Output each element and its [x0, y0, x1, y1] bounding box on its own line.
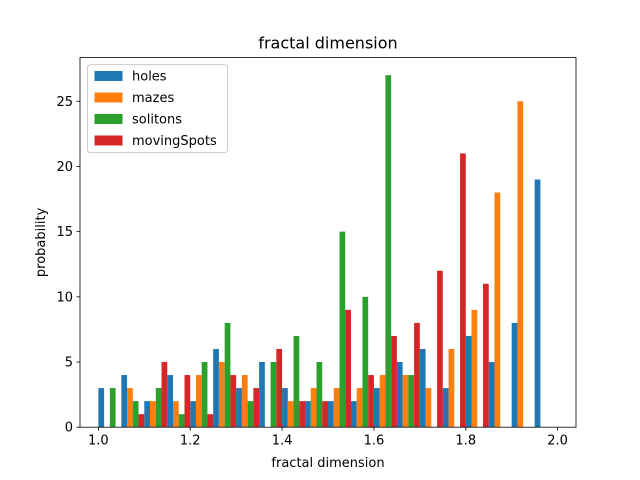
legend-swatch-holes — [94, 71, 123, 81]
bar-solitons-9 — [316, 362, 323, 428]
bar-movingSpots-4 — [230, 375, 237, 428]
bar-movingSpots-7 — [299, 401, 306, 428]
legend-label-holes: holes — [132, 70, 167, 85]
bar-holes-2 — [144, 401, 151, 428]
bar-holes-1 — [121, 375, 128, 428]
legend-label-mazes: mazes — [132, 91, 174, 106]
bar-holes-17 — [488, 362, 495, 428]
bar-movingSpots-6 — [276, 348, 283, 428]
bar-mazes-2 — [173, 401, 179, 428]
y-axis-ticks: 0 5 10 15 20 25 — [56, 95, 80, 436]
legend-box — [87, 64, 228, 154]
bar-holes-6 — [236, 388, 242, 428]
legend-swatch-mazes — [94, 92, 123, 103]
bar-mazes-6 — [287, 401, 294, 428]
bar-movingSpots-15 — [483, 283, 489, 428]
bar-solitons-0 — [109, 388, 116, 428]
bar-mazes-11 — [402, 375, 409, 428]
bar-holes-4 — [190, 401, 196, 428]
bar-mazes-1 — [150, 401, 156, 428]
bar-solitons-5 — [224, 322, 231, 428]
bar-solitons-7 — [270, 362, 277, 428]
bar-mazes-8 — [333, 388, 340, 428]
bar-movingSpots-12 — [414, 322, 420, 428]
bar-solitons-11 — [362, 296, 369, 428]
bar-solitons-10 — [339, 231, 346, 428]
bar-holes-10 — [328, 401, 334, 428]
bar-holes-9 — [305, 401, 311, 428]
chart-title: fractal dimension — [258, 34, 397, 53]
bar-solitons-4 — [201, 362, 208, 428]
bar-movingSpots-2 — [184, 375, 191, 428]
bar-holes-0 — [98, 388, 105, 428]
x-tick-label: 2.0 — [547, 434, 568, 449]
bar-mazes-14 — [471, 309, 478, 428]
bar-movingSpots-14 — [460, 153, 466, 428]
legend: holes mazes solitons movingSpots — [87, 64, 228, 154]
bar-mazes-0 — [127, 388, 133, 428]
bar-holes-8 — [282, 388, 288, 428]
bar-solitons-3 — [178, 414, 185, 428]
bar-holes-14 — [419, 348, 426, 428]
x-tick-label: 1.6 — [364, 434, 385, 449]
y-tick-label: 5 — [65, 356, 73, 371]
bar-holes-12 — [373, 388, 380, 428]
bar-mazes-3 — [195, 375, 202, 428]
bar-solitons-13 — [408, 375, 415, 428]
bar-mazes-10 — [379, 375, 386, 428]
legend-swatch-solitons — [94, 114, 123, 124]
x-tick-label: 1.8 — [455, 434, 476, 449]
y-tick-label: 15 — [56, 225, 73, 240]
bar-solitons-2 — [155, 388, 162, 428]
x-axis-label: fractal dimension — [271, 456, 384, 471]
bar-mazes-7 — [310, 388, 317, 428]
x-tick-label: 1.2 — [180, 434, 201, 449]
bar-solitons-8 — [293, 335, 300, 428]
x-tick-label: 1.0 — [88, 434, 109, 449]
bar-mazes-12 — [425, 388, 432, 428]
bar-solitons-12 — [385, 75, 392, 428]
bar-holes-13 — [396, 362, 403, 428]
bar-holes-15 — [442, 388, 449, 428]
bar-mazes-9 — [356, 388, 363, 428]
bar-mazes-16 — [517, 101, 524, 428]
bar-solitons-6 — [247, 401, 254, 428]
bar-holes-3 — [167, 375, 173, 428]
bar-holes-11 — [350, 401, 357, 428]
bar-movingSpots-13 — [437, 270, 443, 428]
bar-movingSpots-11 — [391, 335, 397, 428]
bar-movingSpots-0 — [138, 414, 145, 428]
bar-movingSpots-3 — [207, 414, 214, 428]
bar-holes-16 — [465, 335, 472, 428]
y-tick-label: 10 — [56, 290, 73, 305]
bar-movingSpots-10 — [368, 375, 374, 428]
bar-holes-19 — [534, 179, 541, 428]
bars-layer — [98, 75, 541, 428]
bar-holes-18 — [511, 322, 518, 428]
bar-mazes-15 — [494, 192, 501, 428]
bar-mazes-4 — [218, 362, 225, 428]
y-tick-label: 25 — [56, 95, 73, 110]
bar-holes-5 — [213, 348, 219, 428]
bar-mazes-13 — [448, 348, 455, 428]
plot-area-frame — [79, 57, 577, 428]
legend-swatch-movingSpots — [94, 135, 123, 146]
bar-movingSpots-9 — [345, 309, 351, 428]
x-axis-ticks: 1.0 1.2 1.4 1.6 1.8 2.0 — [88, 427, 568, 449]
bar-movingSpots-1 — [161, 362, 168, 428]
x-tick-label: 1.4 — [272, 434, 293, 449]
y-tick-label: 0 — [65, 421, 73, 436]
bar-solitons-1 — [132, 401, 139, 428]
bar-movingSpots-5 — [253, 388, 260, 428]
y-tick-label: 20 — [56, 160, 73, 175]
legend-label-solitons: solitons — [132, 113, 182, 128]
bar-holes-7 — [259, 362, 265, 428]
y-axis-label: probability — [34, 207, 49, 277]
bar-movingSpots-8 — [322, 401, 328, 428]
legend-label-movingSpots: movingSpots — [132, 134, 217, 149]
bar-mazes-5 — [241, 375, 248, 428]
